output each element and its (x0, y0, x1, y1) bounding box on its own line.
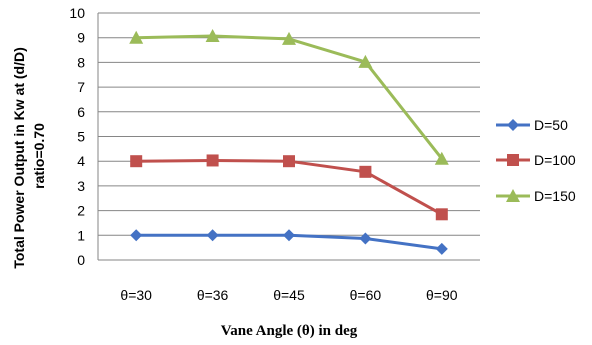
y-tick-label: 7 (77, 79, 85, 95)
axes (97, 13, 480, 261)
legend-label: D=50 (534, 117, 568, 133)
y-tick-label: 10 (69, 5, 85, 21)
marker-diamond (359, 232, 372, 245)
y-axis-title-line-1: Total Power Output in Kw at (d/D) (11, 47, 27, 268)
x-tick-label: θ=36 (197, 287, 229, 303)
marker-triangle (282, 31, 296, 45)
marker-square (507, 154, 519, 166)
y-tick-label: 4 (77, 153, 85, 169)
marker-square (359, 165, 372, 178)
series-d-150 (129, 28, 449, 165)
legend-item: D=50 (496, 117, 568, 133)
y-tick-label: 1 (77, 227, 85, 243)
y-tick-label: 5 (77, 129, 85, 145)
y-tick-label: 8 (77, 54, 85, 70)
marker-triangle (205, 28, 220, 42)
marker-triangle (506, 189, 520, 202)
series-line (136, 34, 443, 160)
marker-diamond (206, 229, 219, 242)
y-tick-label: 2 (77, 203, 85, 219)
y-tick-label: 9 (77, 30, 85, 46)
legend-item: D=150 (496, 188, 576, 204)
x-tick-label: θ=45 (273, 287, 305, 303)
marker-triangle (129, 30, 144, 44)
marker-square (206, 154, 219, 167)
legend-label: D=100 (534, 152, 576, 168)
y-tick-label: 0 (77, 252, 85, 268)
y-axis-title: Total Power Output in Kw at (d/D) ratio=… (11, 43, 47, 268)
marker-square (130, 155, 143, 168)
series-d-50 (130, 229, 448, 255)
marker-triangle (358, 54, 373, 68)
x-tick-label: θ=30 (120, 287, 152, 303)
y-axis-title-line-2: ratio=0.70 (31, 123, 47, 189)
y-tick-labels: 0 1 2 3 4 5 6 7 8 9 10 (69, 5, 85, 268)
series-d-100 (130, 154, 448, 221)
legend-item: D=100 (496, 152, 576, 168)
marker-square (435, 208, 448, 221)
marker-diamond (283, 229, 295, 242)
x-axis-title: Vane Angle (θ) in deg (221, 323, 358, 339)
series-line (136, 158, 443, 216)
y-tick-label: 6 (77, 104, 85, 120)
gridlines (98, 12, 480, 236)
marker-diamond (130, 229, 143, 242)
x-tick-label: θ=90 (426, 287, 458, 303)
y-tick-label: 3 (77, 178, 85, 194)
legend: D=50 D=100 D=150 (496, 117, 576, 204)
marker-diamond (507, 119, 519, 131)
series-lines (129, 28, 449, 255)
marker-square (283, 155, 295, 168)
marker-diamond (435, 242, 448, 255)
x-tick-label: θ=60 (350, 287, 382, 303)
marker-triangle (434, 151, 449, 165)
x-tick-labels: θ=30 θ=36 θ=45 θ=60 θ=90 (120, 287, 457, 303)
legend-label: D=150 (534, 188, 576, 204)
